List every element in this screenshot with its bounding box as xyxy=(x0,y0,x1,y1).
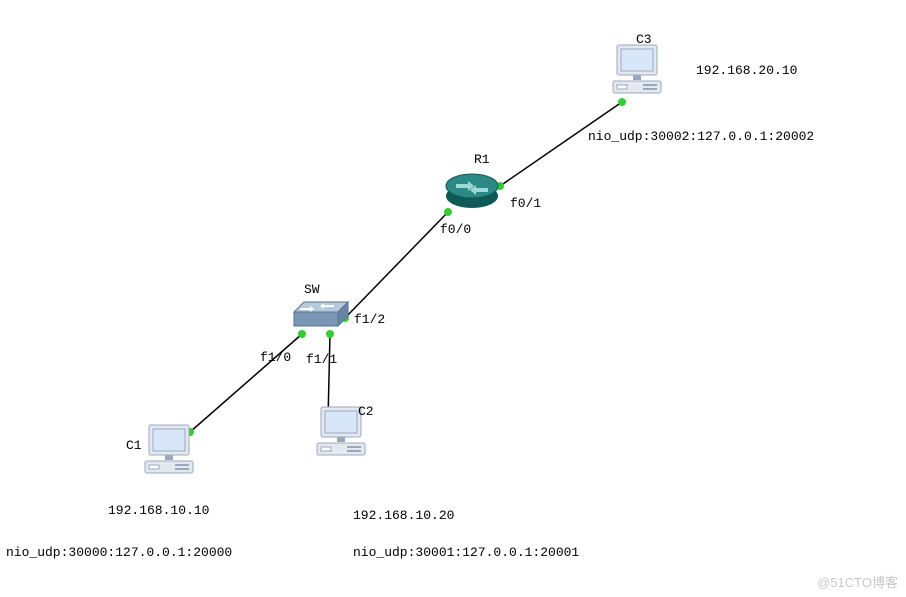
port-label: f0/0 xyxy=(440,222,471,237)
port-dot xyxy=(326,330,334,338)
link xyxy=(190,334,302,432)
annotation-C1_nio: nio_udp:30000:127.0.0.1:20000 xyxy=(6,545,232,560)
link xyxy=(345,212,448,318)
node-label: SW xyxy=(304,282,320,297)
node-label: R1 xyxy=(474,152,490,167)
port-dot xyxy=(618,98,626,106)
annotation-C3_nio: nio_udp:30002:127.0.0.1:20002 xyxy=(588,129,814,144)
port-label: f1/0 xyxy=(260,350,291,365)
node-label: C2 xyxy=(358,404,374,419)
switch-icon xyxy=(294,302,348,326)
node-label: C3 xyxy=(636,32,652,47)
pc-icon xyxy=(145,425,193,473)
annotation-C1_ip: 192.168.10.10 xyxy=(108,503,209,518)
port-label: f1/1 xyxy=(306,352,337,367)
annotation-C2_nio: nio_udp:30001:127.0.0.1:20001 xyxy=(353,545,579,560)
port-dot xyxy=(298,330,306,338)
port-dot xyxy=(444,208,452,216)
port-label: f0/1 xyxy=(510,196,541,211)
node-label: C1 xyxy=(126,438,142,453)
annotation-C2_ip: 192.168.10.20 xyxy=(353,508,454,523)
link xyxy=(500,102,622,186)
annotation-C3_ip: 192.168.20.10 xyxy=(696,63,797,78)
watermark: @51CTO博客 xyxy=(817,572,898,591)
port-label: f1/2 xyxy=(354,312,385,327)
pc-icon xyxy=(613,45,661,93)
router-icon xyxy=(446,174,498,208)
